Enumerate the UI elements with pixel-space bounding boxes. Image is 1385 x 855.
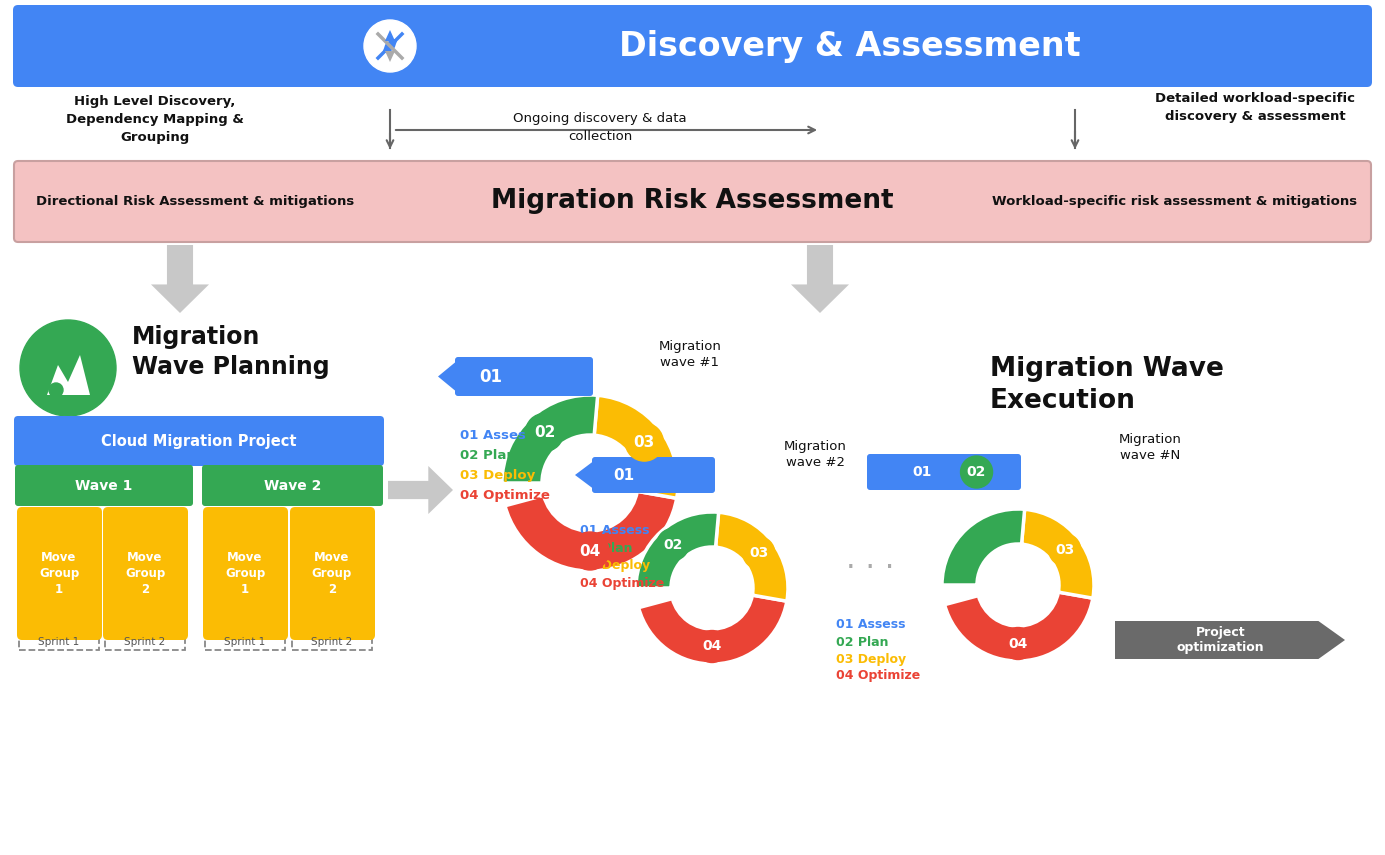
Text: Project
optimization: Project optimization — [1177, 626, 1265, 654]
Polygon shape — [151, 245, 209, 313]
Text: 02 Plan: 02 Plan — [460, 449, 515, 462]
Text: Sprint 2: Sprint 2 — [312, 637, 353, 647]
Text: Wave 1: Wave 1 — [75, 479, 133, 492]
FancyBboxPatch shape — [14, 161, 1371, 242]
Text: Move
Group
1: Move Group 1 — [224, 551, 265, 596]
Circle shape — [571, 532, 609, 570]
Text: Workload-specific risk assessment & mitigations: Workload-specific risk assessment & miti… — [993, 194, 1357, 208]
Circle shape — [961, 456, 993, 488]
Text: 03: 03 — [749, 545, 769, 560]
Text: Wave 2: Wave 2 — [263, 479, 321, 492]
FancyBboxPatch shape — [456, 357, 593, 396]
Text: Migration
wave #2: Migration wave #2 — [784, 440, 846, 469]
Wedge shape — [945, 593, 1093, 661]
Polygon shape — [47, 355, 90, 395]
FancyBboxPatch shape — [591, 457, 715, 493]
Text: Detailed workload-specific
discovery & assessment: Detailed workload-specific discovery & a… — [1155, 92, 1355, 123]
Text: Directional Risk Assessment & mitigations: Directional Risk Assessment & mitigation… — [36, 194, 355, 208]
Text: 04: 04 — [702, 640, 722, 653]
Circle shape — [48, 383, 62, 397]
Polygon shape — [385, 51, 395, 62]
Text: 01: 01 — [614, 468, 634, 482]
Text: Discovery & Assessment: Discovery & Assessment — [619, 30, 1080, 62]
Text: 01 Assess: 01 Assess — [460, 428, 533, 441]
Circle shape — [19, 320, 116, 416]
Text: 04 Optimize: 04 Optimize — [460, 488, 550, 502]
Text: 03 Deploy: 03 Deploy — [580, 559, 650, 573]
Text: 02: 02 — [533, 425, 555, 440]
FancyBboxPatch shape — [867, 454, 1021, 490]
Text: Migration
wave #1: Migration wave #1 — [658, 340, 722, 369]
Polygon shape — [438, 360, 458, 393]
Text: 03: 03 — [1055, 543, 1075, 557]
FancyBboxPatch shape — [102, 507, 188, 640]
Text: Migration
Wave Planning: Migration Wave Planning — [132, 325, 330, 379]
FancyBboxPatch shape — [17, 507, 102, 640]
Wedge shape — [506, 492, 677, 571]
Text: Migration Wave
Execution: Migration Wave Execution — [990, 356, 1224, 414]
Text: 02 Plan: 02 Plan — [580, 541, 633, 555]
Text: Move
Group
2: Move Group 2 — [312, 551, 352, 596]
Text: 02: 02 — [967, 465, 986, 479]
Text: 02 Plan: 02 Plan — [837, 635, 889, 648]
Text: 04 Optimize: 04 Optimize — [580, 577, 665, 591]
Circle shape — [1048, 534, 1080, 566]
Text: 02: 02 — [663, 538, 683, 551]
Wedge shape — [594, 395, 679, 498]
Circle shape — [364, 20, 415, 72]
Polygon shape — [385, 30, 395, 41]
Polygon shape — [791, 245, 849, 313]
Wedge shape — [942, 509, 1025, 585]
Text: . . .: . . . — [846, 545, 895, 575]
FancyBboxPatch shape — [15, 465, 193, 506]
Text: Move
Group
2: Move Group 2 — [125, 551, 165, 596]
Wedge shape — [636, 512, 719, 588]
Text: High Level Discovery,
Dependency Mapping &
Grouping: High Level Discovery, Dependency Mapping… — [66, 95, 244, 144]
Text: Move
Group
1: Move Group 1 — [39, 551, 79, 596]
Text: 04: 04 — [1008, 636, 1028, 651]
Text: Sprint 2: Sprint 2 — [125, 637, 166, 647]
Polygon shape — [1115, 621, 1345, 659]
Text: 01: 01 — [913, 465, 932, 479]
Text: Cloud Migration Project: Cloud Migration Project — [101, 433, 296, 449]
Polygon shape — [388, 466, 453, 514]
FancyBboxPatch shape — [202, 465, 384, 506]
Text: Sprint 1: Sprint 1 — [224, 637, 266, 647]
FancyBboxPatch shape — [289, 507, 375, 640]
Text: 01: 01 — [479, 368, 503, 386]
Text: 03 Deploy: 03 Deploy — [460, 469, 535, 481]
Text: 01 Assess: 01 Assess — [837, 618, 906, 632]
Polygon shape — [575, 460, 596, 490]
Circle shape — [525, 414, 564, 451]
Text: 03: 03 — [634, 434, 655, 450]
Wedge shape — [638, 595, 787, 664]
Circle shape — [625, 423, 663, 461]
Text: 04 Optimize: 04 Optimize — [837, 669, 920, 682]
FancyBboxPatch shape — [12, 5, 1373, 87]
FancyBboxPatch shape — [14, 416, 384, 466]
Wedge shape — [501, 395, 598, 483]
Circle shape — [1001, 628, 1035, 659]
Circle shape — [656, 528, 688, 561]
FancyBboxPatch shape — [204, 507, 288, 640]
Text: Migration
wave #N: Migration wave #N — [1119, 433, 1181, 462]
Circle shape — [742, 537, 774, 569]
Text: 03 Deploy: 03 Deploy — [837, 652, 906, 665]
Text: 01 Assess: 01 Assess — [580, 523, 650, 536]
Text: 04: 04 — [579, 544, 601, 558]
Wedge shape — [1022, 510, 1094, 598]
Circle shape — [906, 456, 938, 488]
Wedge shape — [716, 512, 788, 601]
Text: Ongoing discovery & data
collection: Ongoing discovery & data collection — [514, 112, 687, 143]
Circle shape — [697, 630, 729, 663]
Text: Sprint 1: Sprint 1 — [39, 637, 79, 647]
Text: Migration Risk Assessment: Migration Risk Assessment — [490, 188, 893, 214]
